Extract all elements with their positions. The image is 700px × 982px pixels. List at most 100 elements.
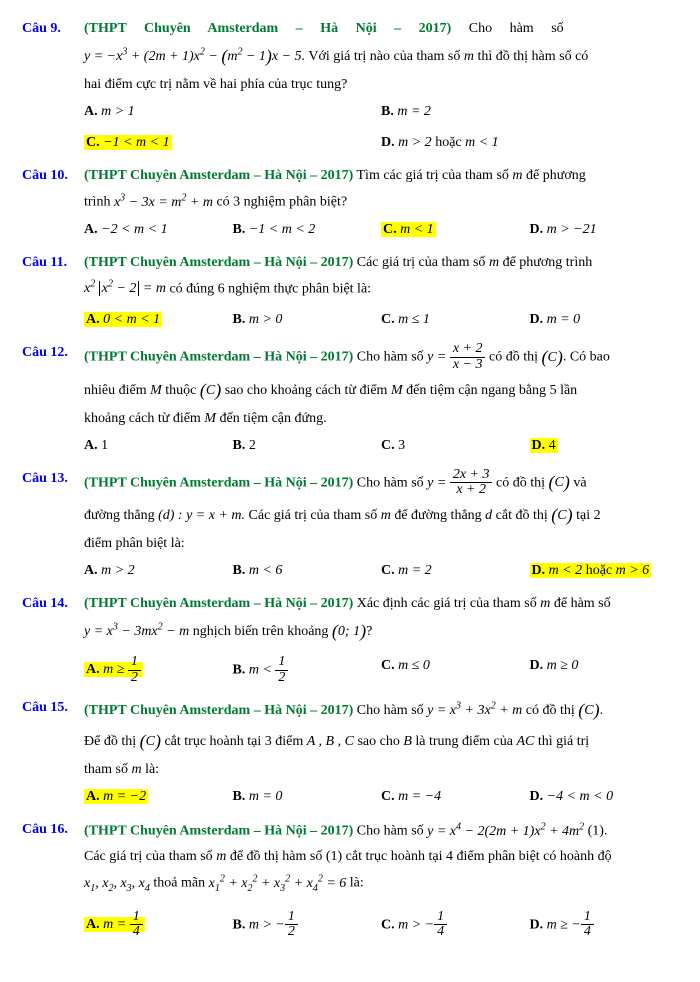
question-body: (THPT Chuyên Amsterdam – Hà Nội – 2017) … <box>84 165 678 250</box>
option-B: B. m > −12 <box>233 910 382 940</box>
option-text: m < <box>249 662 272 677</box>
option-text: 4 <box>549 438 556 453</box>
question-source: (THPT Chuyên Amsterdam – Hà Nội – 2017) <box>84 596 353 611</box>
option-B: B. −1 < m < 2 <box>233 219 382 240</box>
option-text: m > 2 <box>398 135 432 150</box>
fraction-den: 2 <box>275 671 288 686</box>
option-text: −1 < m < 1 <box>103 135 169 150</box>
option-D: D. m < 2 hoặc m > 6 <box>530 560 679 581</box>
equation: (d) : y = x + m. <box>158 508 245 523</box>
text: tại 2 <box>576 508 601 523</box>
fraction-num: x + 2 <box>450 342 486 358</box>
option-A: A. −2 < m < 1 <box>84 219 233 240</box>
question-body: (THPT Chuyên Amsterdam – Hà Nội – 2017) … <box>84 697 678 817</box>
question-source: (THPT Chuyên Amsterdam – Hà Nội – 2017) <box>84 168 353 183</box>
fraction: 12 <box>128 655 141 685</box>
options: A. m = −2 B. m = 0 C. m = −4 D. −4 < m <… <box>84 786 678 807</box>
option-text: m = 2 <box>398 563 432 578</box>
option-D: D. m ≥ 0 <box>530 655 679 685</box>
options: A. 0 < m < 1 B. m > 0 C. m ≤ 1 D. m = 0 <box>84 309 678 330</box>
option-C: C. m ≤ 1 <box>381 309 530 330</box>
options: A. m > 2 B. m < 6 C. m = 2 D. m < 2 hoặc… <box>84 560 678 581</box>
option-C: C. m < 1 <box>381 219 530 240</box>
equation: y = −x3 + (2m + 1)x2 − (m2 − 1)x − 5. <box>84 49 305 64</box>
option-A: A. m > 2 <box>84 560 233 581</box>
fraction-num: 1 <box>581 910 594 926</box>
question-body: (THPT Chuyên Amsterdam – Hà Nội – 2017) … <box>84 819 678 949</box>
options: A. m > 1 B. m = 2 <box>84 101 678 122</box>
option-A: A. m ≥ 12 <box>84 655 233 685</box>
text: Để đồ thị <box>84 734 136 749</box>
option-D: D. −4 < m < 0 <box>530 786 679 807</box>
options: A. 1 B. 2 C. 3 D. 4 <box>84 435 678 456</box>
fraction-num: 1 <box>130 910 143 926</box>
text: Các giá trị của tham số <box>357 255 486 270</box>
fraction: 12 <box>275 655 288 685</box>
options: A. m ≥ 12 B. m < 12 C. m ≤ 0 D. m ≥ 0 <box>84 655 678 685</box>
text: sao cho <box>357 734 399 749</box>
option-text: m < 1 <box>465 135 499 150</box>
text: thuộc <box>165 383 196 398</box>
var-AC: AC <box>516 734 534 749</box>
text: đến tiệm cận ngang bằng <box>406 383 546 398</box>
question-source: (THPT Chuyên Amsterdam – Hà Nội – 2017) <box>84 255 353 270</box>
text: điểm phân biệt là: <box>84 533 678 554</box>
option-text: m < 1 <box>400 222 434 237</box>
option-text: −2 < m < 1 <box>101 222 167 237</box>
text: tham số <box>84 762 128 777</box>
text: có 3 nghiệm phân biệt? <box>216 195 347 210</box>
fraction-den: x − 3 <box>450 358 486 373</box>
text: . Có bao <box>563 350 610 365</box>
text: Các giá trị của tham số <box>84 849 213 864</box>
text: có đồ thị <box>489 350 538 365</box>
fraction-num: 1 <box>275 655 288 671</box>
text: Xác định các giá trị của tham số <box>357 596 537 611</box>
var-y: y = <box>427 350 446 365</box>
equation: x3 − 3x = m2 + m <box>114 195 213 210</box>
fraction-num: 1 <box>128 655 141 671</box>
option-text: m = −2 <box>103 789 146 804</box>
equation: y = x4 − 2(2m + 1)x2 + 4m2 <box>427 824 584 839</box>
question-body: (THPT Chuyên Amsterdam – Hà Nội – 2017) … <box>84 468 678 591</box>
option-text: m > − <box>398 917 434 932</box>
equation: x2 x2 − 2 = m <box>84 281 166 296</box>
text: để đường thẳng <box>394 508 481 523</box>
text: là trung điểm của <box>415 734 513 749</box>
number: 5 <box>550 383 557 398</box>
equation: x12 + x22 + x32 + x42 = 6 <box>209 876 347 891</box>
question-15: Câu 15. (THPT Chuyên Amsterdam – Hà Nội … <box>22 697 678 817</box>
vars: A , B , C <box>307 734 354 749</box>
equation: y = x3 + 3x2 + m <box>427 703 522 718</box>
option-B: B. 2 <box>233 435 382 456</box>
options: A. m = 14 B. m > −12 C. m > −14 D. m ≥ −… <box>84 910 678 940</box>
question-body: (THPT Chuyên Amsterdam – Hà Nội – 2017) … <box>84 342 678 465</box>
option-text: 2 <box>249 438 256 453</box>
var-m: m <box>540 596 550 611</box>
text: sao cho khoảng cách từ điểm <box>225 383 388 398</box>
var-m: m <box>512 168 522 183</box>
question-body: (THPT Chuyên Amsterdam – Hà Nội – 2017) … <box>84 18 678 163</box>
option-D: D. m = 0 <box>530 309 679 330</box>
option-text: −4 < m < 0 <box>547 789 613 804</box>
options: A. −2 < m < 1 B. −1 < m < 2 C. m < 1 D. … <box>84 219 678 240</box>
text: đường thẳng <box>84 508 155 523</box>
question-number: Câu 16. <box>22 819 84 949</box>
question-number: Câu 15. <box>22 697 84 817</box>
text: là: <box>145 762 159 777</box>
option-D: D. m ≥ −14 <box>530 910 679 940</box>
option-text: m > 2 <box>101 563 135 578</box>
option-text: m = 0 <box>249 789 283 804</box>
option-text: m = 2 <box>397 104 431 119</box>
text: trình <box>84 195 110 210</box>
var-M: M <box>391 383 403 398</box>
fraction-num: 2x + 3 <box>450 468 493 484</box>
text: Cho hàm số <box>357 824 424 839</box>
question-body: (THPT Chuyên Amsterdam – Hà Nội – 2017) … <box>84 593 678 695</box>
option-C: C. 3 <box>381 435 530 456</box>
question-11: Câu 11. (THPT Chuyên Amsterdam – Hà Nội … <box>22 252 678 341</box>
option-D: D. m > −21 <box>530 219 679 240</box>
option-text: m > 6 <box>616 563 650 578</box>
text: có đúng 6 nghiệm thực phân biệt là: <box>169 281 371 296</box>
var-M: M <box>204 411 216 426</box>
fraction-den: x + 2 <box>450 483 493 498</box>
